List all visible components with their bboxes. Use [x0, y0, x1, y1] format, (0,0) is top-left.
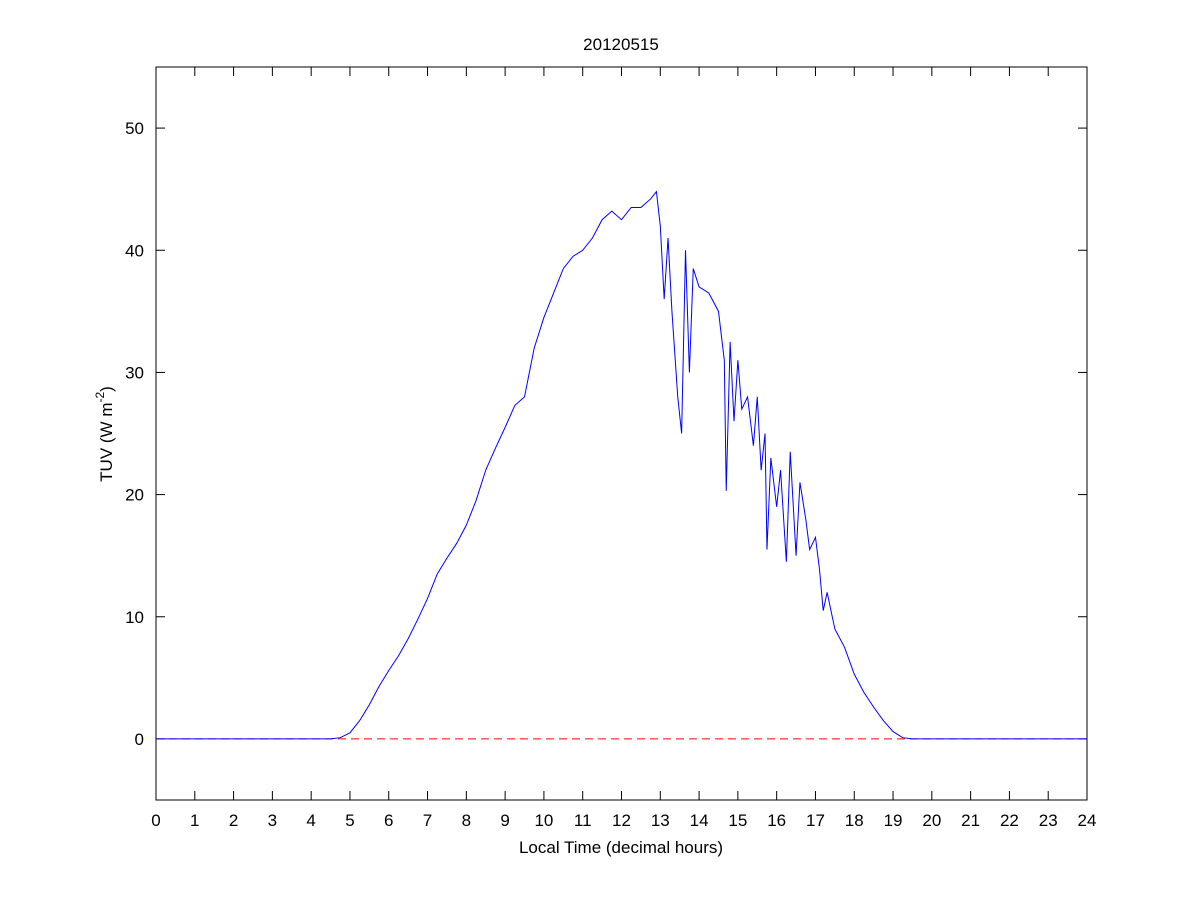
x-tick-label: 11	[574, 811, 592, 830]
x-tick-label: 0	[151, 811, 160, 830]
x-tick-label: 16	[767, 811, 786, 830]
y-label-part: TUV (W m	[97, 403, 116, 482]
x-axis-label: Local Time (decimal hours)	[519, 838, 723, 857]
x-tick-label: 19	[884, 811, 903, 830]
x-tick-label: 14	[690, 811, 709, 830]
y-tick-label: 30	[125, 363, 144, 382]
y-label-part: )	[97, 386, 116, 392]
y-tick-label: 40	[125, 241, 144, 260]
x-tick-label: 7	[423, 811, 432, 830]
y-tick-label: 50	[125, 119, 144, 138]
y-tick-label: 0	[135, 730, 144, 749]
x-tick-label: 18	[845, 811, 864, 830]
x-tick-label: 10	[534, 811, 553, 830]
x-tick-label: 17	[806, 811, 825, 830]
y-label-superscript: -2	[93, 392, 107, 403]
x-tick-label: 4	[306, 811, 315, 830]
y-tick-label: 10	[125, 608, 144, 627]
x-tick-label: 8	[462, 811, 471, 830]
y-axis-label: TUV (W m-2)	[93, 386, 116, 482]
x-tick-label: 20	[922, 811, 941, 830]
x-tick-label: 5	[345, 811, 354, 830]
y-tick-label: 20	[125, 486, 144, 505]
x-tick-label: 2	[229, 811, 238, 830]
plot-area	[155, 66, 1088, 801]
x-tick-label: 23	[1039, 811, 1058, 830]
x-tick-label: 3	[268, 811, 277, 830]
x-tick-label: 1	[190, 811, 199, 830]
x-tick-label: 9	[500, 811, 509, 830]
x-tick-label: 21	[961, 811, 980, 830]
data-line	[156, 190, 1087, 740]
chart-title: 20120515	[583, 35, 659, 54]
x-tick-label: 22	[1000, 811, 1019, 830]
x-tick-label: 6	[384, 811, 393, 830]
x-tick-label: 13	[651, 811, 670, 830]
x-tick-label: 12	[612, 811, 631, 830]
x-tick-label: 15	[728, 811, 747, 830]
x-tick-label: 24	[1078, 811, 1097, 830]
